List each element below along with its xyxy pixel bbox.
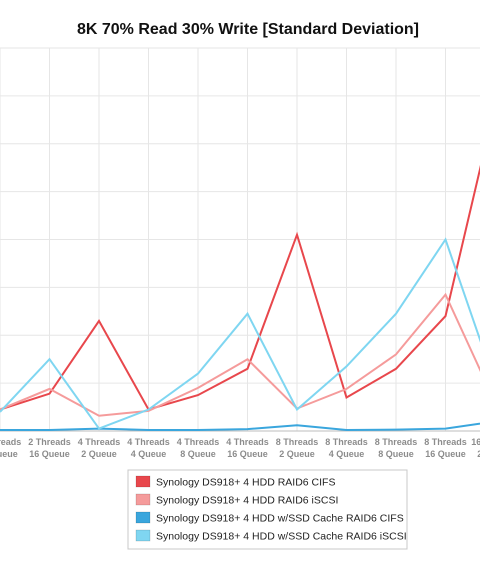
legend-label-3: Synology DS918+ 4 HDD w/SSD Cache RAID6 … [156, 513, 404, 525]
chart-title: 8K 70% Read 30% Write [Standard Deviatio… [77, 21, 419, 38]
x-tick-label: 4 Threads 4 Queue [127, 437, 170, 459]
legend-label-2: Synology DS918+ 4 HDD RAID6 iSCSI [156, 495, 338, 507]
series-line-1 [0, 164, 480, 411]
x-tick-label: 8 Threads 16 Queue [424, 437, 467, 459]
series-line-4 [0, 237, 480, 430]
x-tick-label: 4 Threads 16 Queue [226, 437, 269, 459]
x-tick-label: 8 Threads 8 Queue [375, 437, 418, 459]
x-tick-label: 8 Threads 4 Queue [325, 437, 368, 459]
legend-swatch-2 [135, 493, 151, 506]
legend-swatch-1 [135, 475, 151, 488]
legend: Synology DS918+ 4 HDD RAID6 CIFS Synology… [127, 469, 408, 550]
legend-swatch-4 [135, 529, 151, 542]
series-lines [0, 164, 480, 432]
legend-swatch-3 [135, 511, 151, 524]
series-line-3 [0, 422, 480, 432]
legend-label-4: Synology DS918+ 4 HDD w/SSD Cache RAID6 … [156, 531, 407, 543]
x-tick-label: 4 Threads 8 Queue [177, 437, 220, 459]
x-tick-label: 4 Threads 2 Queue [78, 437, 121, 459]
legend-box [127, 469, 408, 550]
legend-label-1: Synology DS918+ 4 HDD RAID6 CIFS [156, 477, 335, 489]
x-tick-label: 8 Threads 2 Queue [276, 437, 319, 459]
x-tick-label: 2 Threads 16 Queue [28, 437, 71, 459]
